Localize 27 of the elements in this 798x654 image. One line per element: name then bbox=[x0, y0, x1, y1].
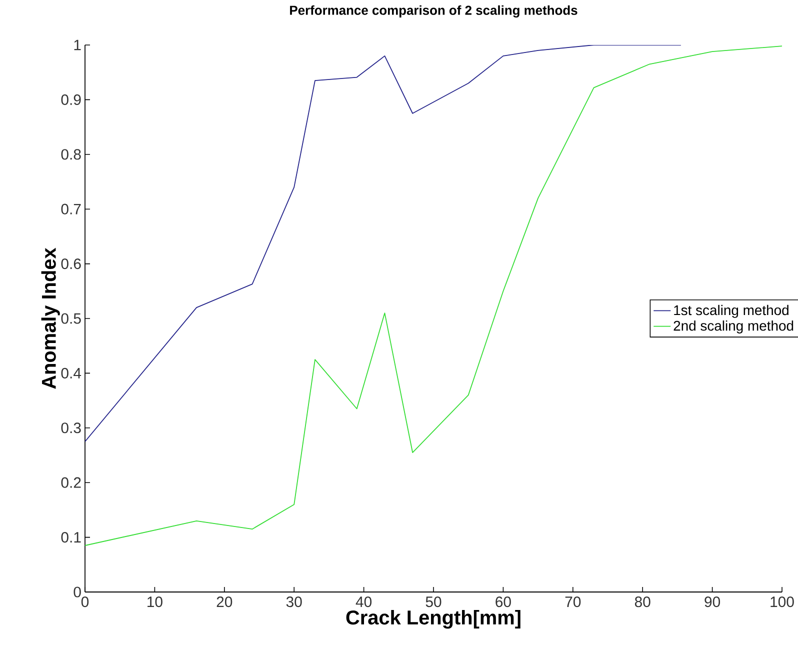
x-tick-label: 60 bbox=[496, 596, 511, 608]
y-tick-label: 0.6 bbox=[61, 258, 81, 270]
y-tick-label: 0.9 bbox=[61, 94, 81, 105]
x-tick-label: 20 bbox=[216, 596, 232, 608]
x-tick-label: 30 bbox=[286, 596, 302, 608]
y-tick-label: 0.5 bbox=[61, 313, 81, 324]
legend-label: 2nd scaling method bbox=[674, 320, 794, 334]
y-tick-label: 0 bbox=[74, 586, 81, 598]
chart-title: Performance comparison of 2 scaling methods bbox=[290, 5, 578, 18]
x-tick-label: 100 bbox=[770, 596, 794, 608]
y-tick-label: 0.3 bbox=[61, 422, 81, 434]
x-tick-label: 0 bbox=[81, 596, 89, 608]
x-tick-label: 50 bbox=[426, 596, 442, 608]
y-tick-label: 0.2 bbox=[61, 477, 81, 488]
x-tick-label: 40 bbox=[356, 596, 372, 608]
x-tick-label: 80 bbox=[634, 596, 650, 608]
x-tick-label: 90 bbox=[704, 596, 720, 608]
legend-label: 1st scaling method bbox=[674, 304, 788, 318]
y-tick-label: 0.1 bbox=[61, 532, 81, 543]
y-tick-label: 0.7 bbox=[61, 204, 81, 214]
y-tick-label: 0.8 bbox=[61, 149, 81, 160]
y-tick-label: 0.4 bbox=[61, 368, 82, 378]
y-tick-label: 1 bbox=[74, 40, 81, 50]
x-tick-label: 10 bbox=[148, 596, 162, 608]
x-tick-label: 70 bbox=[565, 596, 581, 608]
x-axis-title: Crack Length[mm] bbox=[346, 610, 520, 629]
y-axis-title: Anomaly Index bbox=[41, 248, 60, 389]
